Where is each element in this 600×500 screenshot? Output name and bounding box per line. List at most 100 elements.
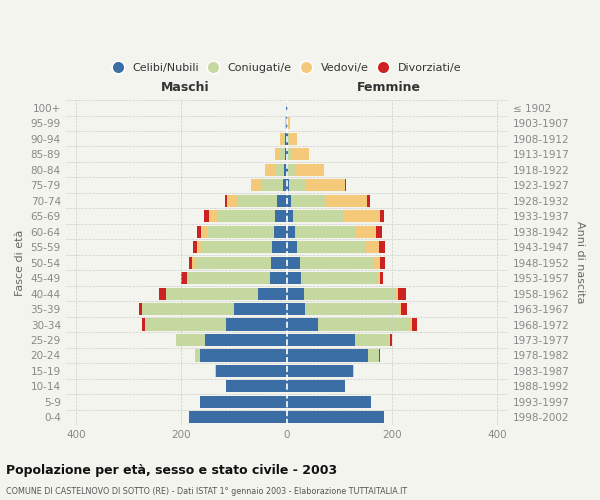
Bar xyxy=(287,396,371,408)
Bar xyxy=(280,132,283,145)
Bar xyxy=(288,117,290,130)
Bar xyxy=(176,334,205,346)
Bar xyxy=(391,334,392,346)
Bar xyxy=(275,148,280,160)
Bar xyxy=(209,210,217,222)
Bar xyxy=(145,318,226,330)
Bar xyxy=(301,272,378,284)
Bar xyxy=(287,303,305,315)
Bar xyxy=(355,226,376,237)
Bar xyxy=(379,350,380,362)
Bar xyxy=(238,194,277,206)
Bar xyxy=(201,241,272,253)
Bar xyxy=(270,272,287,284)
Bar xyxy=(142,318,145,330)
Bar xyxy=(271,256,287,268)
Bar xyxy=(226,318,287,330)
Bar xyxy=(287,288,304,300)
Bar xyxy=(287,102,289,114)
Bar xyxy=(396,288,398,300)
Bar xyxy=(224,194,227,206)
Bar xyxy=(401,303,407,315)
Bar xyxy=(287,210,293,222)
Bar xyxy=(194,256,271,268)
Bar xyxy=(291,194,325,206)
Bar xyxy=(374,256,380,268)
Text: Popolazione per età, sesso e stato civile - 2003: Popolazione per età, sesso e stato civil… xyxy=(6,464,337,477)
Y-axis label: Fasce di età: Fasce di età xyxy=(15,230,25,296)
Bar xyxy=(283,179,287,191)
Bar xyxy=(284,164,287,175)
Bar xyxy=(289,132,297,145)
Bar xyxy=(215,365,287,377)
Bar xyxy=(275,210,287,222)
Bar xyxy=(376,226,382,237)
Bar xyxy=(197,241,201,253)
Bar xyxy=(142,303,234,315)
Bar xyxy=(305,303,400,315)
Bar xyxy=(258,288,287,300)
Bar xyxy=(287,132,288,145)
Bar xyxy=(289,179,305,191)
Bar xyxy=(285,132,287,145)
Bar xyxy=(227,194,238,206)
Bar xyxy=(412,318,417,330)
Bar xyxy=(344,179,346,191)
Bar xyxy=(284,148,287,160)
Bar xyxy=(367,194,370,206)
Bar xyxy=(262,179,283,191)
Bar xyxy=(287,256,300,268)
Bar xyxy=(319,318,410,330)
Bar xyxy=(226,380,287,392)
Bar xyxy=(287,164,289,175)
Bar xyxy=(166,288,258,300)
Bar xyxy=(190,256,192,268)
Bar xyxy=(202,226,208,237)
Bar xyxy=(192,256,194,268)
Bar xyxy=(325,194,367,206)
Bar xyxy=(297,241,366,253)
Bar xyxy=(280,148,284,160)
Bar xyxy=(355,334,389,346)
Bar xyxy=(188,272,270,284)
Bar xyxy=(289,164,295,175)
Bar xyxy=(194,350,200,362)
Bar xyxy=(380,210,384,222)
Bar xyxy=(398,288,406,300)
Bar xyxy=(204,210,209,222)
Bar xyxy=(291,148,310,160)
Bar xyxy=(251,179,262,191)
Bar xyxy=(187,272,188,284)
Bar xyxy=(289,148,291,160)
Bar xyxy=(284,117,286,130)
Bar xyxy=(295,164,323,175)
Bar xyxy=(379,241,385,253)
Bar xyxy=(380,272,383,284)
Y-axis label: Anni di nascita: Anni di nascita xyxy=(575,222,585,304)
Bar xyxy=(287,272,301,284)
Bar xyxy=(410,318,412,330)
Bar xyxy=(287,194,291,206)
Bar xyxy=(287,318,319,330)
Bar xyxy=(277,194,287,206)
Text: COMUNE DI CASTELNOVO DI SOTTO (RE) - Dati ISTAT 1° gennaio 2003 - Elaborazione T: COMUNE DI CASTELNOVO DI SOTTO (RE) - Dat… xyxy=(6,488,407,496)
Bar xyxy=(287,365,353,377)
Bar xyxy=(181,272,187,284)
Bar xyxy=(353,365,354,377)
Bar xyxy=(200,350,287,362)
Bar xyxy=(275,164,284,175)
Bar xyxy=(305,179,344,191)
Bar xyxy=(378,272,380,284)
Bar xyxy=(287,179,289,191)
Bar xyxy=(205,334,287,346)
Bar xyxy=(400,303,401,315)
Bar xyxy=(139,303,142,315)
Bar xyxy=(368,350,379,362)
Bar xyxy=(274,226,287,237)
Bar xyxy=(287,350,368,362)
Bar xyxy=(193,241,197,253)
Text: Femmine: Femmine xyxy=(356,80,421,94)
Bar xyxy=(190,412,287,424)
Legend: Celibi/Nubili, Coniugati/e, Vedovi/e, Divorziati/e: Celibi/Nubili, Coniugati/e, Vedovi/e, Di… xyxy=(108,58,466,78)
Text: Maschi: Maschi xyxy=(161,80,209,94)
